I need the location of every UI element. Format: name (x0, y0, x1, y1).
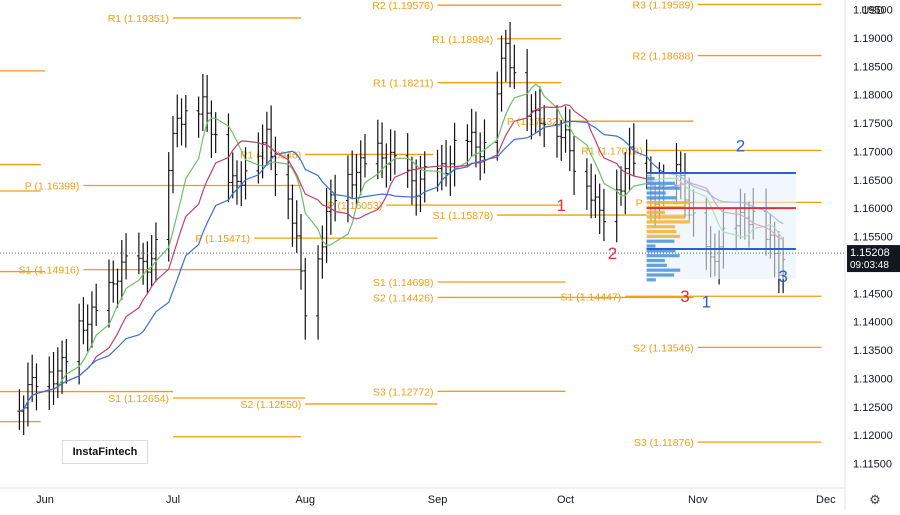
x-tick-label: Sep (428, 494, 448, 506)
x-tick-label: Oct (557, 494, 574, 506)
pivot-label: S2 (1.12550) (241, 399, 302, 411)
pivot-label: R3 (1.19589) (633, 0, 694, 11)
volume-profile-bar (646, 263, 667, 267)
pivot-label: P (1.15471) (195, 233, 250, 245)
volume-profile-bar (646, 225, 676, 229)
y-tick-label: 1.16500 (853, 175, 893, 187)
volume-profile-bar (646, 191, 666, 195)
y-tick-label: 1.18000 (853, 90, 893, 102)
volume-profile-bar (646, 254, 680, 258)
pivot-label: S1 (1.15878) (433, 210, 494, 222)
y-tick-label: 1.14000 (853, 317, 893, 329)
pivot-label: P (1.16053) (328, 200, 383, 212)
y-tick-label: 1.12500 (853, 402, 893, 414)
volume-profile-bar (646, 201, 691, 205)
currency-selector[interactable]: USD (861, 5, 885, 17)
volume-profile-bar (646, 210, 666, 214)
pivot-label: R1 (1.18211) (373, 78, 434, 90)
pivot-label: S1 (1.12654) (108, 393, 169, 405)
ma-slow-line (19, 120, 784, 412)
volume-profile-bar (646, 273, 675, 277)
pivot-label: S2 (1.13546) (633, 342, 694, 354)
volume-profile-bar (646, 234, 681, 238)
x-tick-label: Jun (36, 494, 54, 506)
y-tick-label: 1.14500 (853, 288, 893, 300)
y-tick-label: 1.12000 (853, 430, 893, 442)
volume-profile-bar (646, 181, 675, 185)
volume-profile-bar (646, 244, 656, 248)
volume-profile-bar (646, 268, 681, 272)
y-tick-label: 1.19000 (853, 33, 893, 45)
x-tick-label: Dec (816, 494, 836, 506)
y-tick-label: 1.16000 (853, 203, 893, 215)
x-tick-label: Nov (688, 494, 708, 506)
pivot-label: P (1.16399) (25, 180, 80, 192)
y-tick-label: 1.15500 (853, 232, 893, 244)
volume-profile-bar (646, 220, 690, 224)
wave-label: 3 (680, 287, 689, 306)
y-tick-label: 1.19500 (853, 5, 893, 17)
wave-label: 1 (557, 196, 566, 215)
y-tick-label: 1.13000 (853, 373, 893, 385)
wave-label: 2 (608, 244, 617, 263)
wave-label: 1 (702, 292, 711, 311)
y-tick-label: 1.17500 (853, 118, 893, 130)
volume-profile-bar (646, 215, 686, 219)
pivot-label: R1 (1.17018) (581, 145, 642, 157)
pivot-label: R2 (1.18688) (633, 51, 694, 63)
pivot-label: S1 (1.14698) (373, 277, 434, 289)
pivot-label: R2 (1.19769) (236, 0, 297, 1)
settings-gear-icon[interactable]: ⚙ (869, 492, 881, 507)
pivot-label: R2 (1.19576) (372, 0, 433, 12)
volume-profile-bar (646, 249, 676, 253)
pivot-label: S1 (1.14916) (19, 265, 80, 277)
x-tick-label: Jul (166, 494, 180, 506)
pivot-label: P (636, 197, 643, 209)
wave-label: 2 (736, 136, 745, 155)
volume-profile-bar (646, 176, 655, 181)
y-tick-label: 1.13500 (853, 345, 893, 357)
volume-profile-bar (646, 229, 677, 234)
x-tick-label: Aug (295, 494, 315, 506)
volume-profile-bar (646, 239, 675, 243)
volume-profile-bar (646, 186, 680, 190)
brand-watermark: InstaFintech (62, 440, 148, 464)
y-tick-label: 1.18500 (853, 61, 893, 73)
candles-group (17, 21, 786, 436)
current-price-marker (847, 245, 900, 273)
y-tick-label: 1.17000 (853, 146, 893, 158)
pivot-label: S3 (1.11876) (634, 437, 694, 449)
pivot-label: R1 (1.19351) (108, 13, 169, 25)
current-price-text: 1.15208 (850, 247, 890, 259)
bar-countdown-text: 09:03:48 (850, 260, 889, 271)
y-tick-label: 1.11500 (853, 459, 892, 471)
pivot-label: P (1.17532) (507, 116, 562, 128)
volume-profile-bar (646, 196, 677, 200)
volume-profile-bar (646, 258, 665, 263)
volume-profile-bar (646, 278, 656, 282)
pivot-label: S1 (1.14447) (561, 291, 622, 303)
pivot-label: S2 (1.14426) (373, 292, 434, 304)
pivot-label: S3 (1.12772) (373, 386, 434, 398)
pivot-label: R1 (1.18984) (432, 34, 493, 46)
wave-label: 3 (778, 267, 787, 286)
